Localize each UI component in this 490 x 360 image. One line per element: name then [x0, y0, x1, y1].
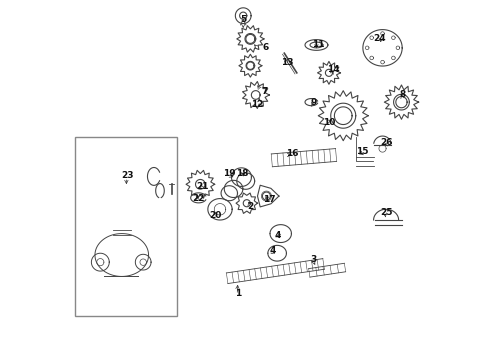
Text: 7: 7 [262, 87, 268, 96]
Text: 10: 10 [323, 118, 335, 127]
Text: 14: 14 [327, 66, 340, 75]
Text: 5: 5 [240, 15, 246, 24]
Text: 19: 19 [222, 169, 235, 178]
Text: 1: 1 [235, 289, 241, 298]
Text: 20: 20 [210, 211, 222, 220]
Text: 26: 26 [380, 138, 392, 147]
Text: 22: 22 [192, 194, 205, 203]
Text: 13: 13 [281, 58, 294, 67]
Text: 11: 11 [312, 40, 324, 49]
Text: 18: 18 [236, 169, 248, 178]
Text: 4: 4 [270, 246, 276, 255]
Text: 6: 6 [263, 43, 269, 52]
Text: 23: 23 [121, 171, 133, 180]
Text: 3: 3 [311, 255, 317, 264]
Text: 8: 8 [400, 90, 406, 99]
Text: 9: 9 [310, 98, 317, 107]
Text: 16: 16 [286, 149, 298, 158]
Text: 4: 4 [275, 231, 281, 240]
Text: 24: 24 [374, 35, 386, 44]
Text: 17: 17 [263, 195, 275, 204]
Text: 15: 15 [356, 147, 368, 156]
Text: 21: 21 [196, 182, 209, 191]
Text: 2: 2 [247, 202, 253, 211]
Text: 25: 25 [380, 208, 392, 217]
Text: 12: 12 [251, 100, 264, 109]
